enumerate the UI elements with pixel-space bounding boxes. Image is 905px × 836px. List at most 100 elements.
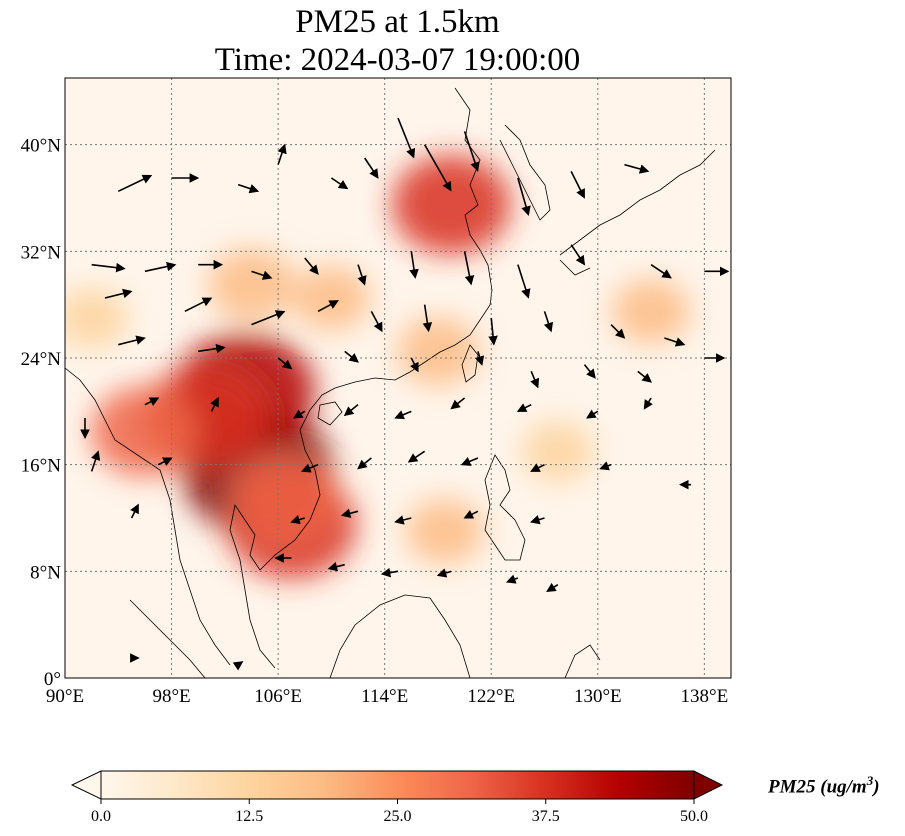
wind-arrow	[370, 310, 383, 333]
wind-arrow	[546, 582, 559, 593]
lat-tick-label: 0°	[44, 669, 61, 690]
wind-arrow	[118, 335, 146, 346]
wind-arrow	[380, 567, 399, 578]
wind-arrow	[277, 357, 293, 370]
wind-arrow	[422, 304, 433, 333]
wind-arrow	[650, 264, 672, 279]
lat-tick-label: 16°N	[21, 456, 62, 477]
lon-tick-label: 106°E	[254, 686, 302, 707]
wind-arrow	[530, 371, 540, 389]
coast-hainan	[317, 401, 343, 426]
colorbar-label: PM25 (ug/m3)	[768, 773, 880, 798]
wind-arrow	[517, 177, 531, 216]
wind-arrow	[330, 177, 349, 190]
wind-arrow	[91, 262, 126, 273]
colorbar-label-close: )	[873, 776, 880, 798]
wind-arrow	[343, 404, 359, 417]
wind-arrow	[583, 364, 596, 379]
wind-arrow	[407, 450, 426, 463]
wind-arrow	[198, 343, 226, 354]
wind-arrow	[210, 396, 219, 412]
wind-arrow	[357, 264, 367, 286]
wind-arrow	[599, 461, 612, 471]
lon-tick-label: 138°E	[681, 686, 729, 707]
wind-vectors	[80, 117, 730, 671]
wind-arrow	[463, 509, 479, 519]
wind-arrow	[610, 324, 626, 339]
pm25-hotspot	[396, 317, 479, 386]
coast-sumatra	[129, 599, 206, 678]
wind-arrow	[488, 317, 498, 346]
coast-taiwan	[461, 344, 479, 383]
coast-east-china	[321, 87, 493, 396]
wind-arrow	[104, 288, 133, 299]
wind-arrow	[409, 357, 419, 373]
wind-arrow	[340, 508, 359, 518]
wind-arrow	[409, 251, 419, 279]
lon-ticks: 90°E 98°E 106°E 114°E 122°E 130°E 138°E	[46, 686, 728, 707]
wind-arrow	[293, 409, 306, 419]
lon-tick-label: 98°E	[152, 686, 190, 707]
map-title-line1: PM25 at 1.5km	[295, 4, 500, 40]
wind-arrow	[394, 410, 412, 420]
coast-indochina	[229, 394, 323, 669]
wind-arrow	[304, 257, 319, 275]
wind-arrow	[637, 370, 653, 383]
map-frame	[64, 77, 732, 679]
lon-tick-label: 114°E	[361, 686, 408, 707]
wind-arrow	[570, 170, 585, 199]
wind-arrow	[277, 143, 287, 165]
wind-arrow	[463, 131, 480, 172]
coast-philippines	[484, 454, 526, 561]
wind-arrow	[436, 568, 452, 578]
wind-arrow	[301, 463, 319, 473]
wind-arrow	[327, 561, 345, 572]
lon-tick-label: 90°E	[46, 686, 84, 707]
wind-arrow	[516, 403, 532, 412]
wind-arrow	[463, 251, 475, 286]
lat-tick-label: 24°N	[21, 349, 62, 370]
wind-arrow	[664, 337, 686, 347]
wind-arrow	[251, 310, 286, 326]
wind-arrow	[570, 244, 586, 266]
wind-arrow	[529, 515, 545, 525]
wind-arrow	[423, 144, 452, 192]
pm25-field	[65, 155, 690, 579]
wind-arrow	[157, 457, 173, 467]
coast-borneo	[329, 594, 471, 678]
pm25-hotspot	[65, 287, 129, 349]
wind-arrow	[530, 463, 545, 472]
pm25-hotspot	[90, 386, 199, 477]
wind-arrow	[624, 163, 650, 174]
wind-arrow	[357, 457, 372, 470]
wind-arrow	[517, 264, 531, 299]
wind-arrow	[317, 300, 339, 313]
wind-arrow	[117, 174, 153, 193]
map-title-line2: Time: 2024-03-07 19:00:00	[214, 42, 581, 78]
pm25-hotspot	[612, 278, 690, 344]
wind-arrow	[586, 409, 599, 419]
pm25-hotspot	[391, 155, 511, 255]
wind-arrow	[643, 397, 653, 410]
wind-arrow	[505, 574, 519, 584]
colorbar-label-main: PM25 (ug/m	[768, 776, 867, 798]
wind-arrow	[543, 311, 554, 333]
wind-arrow	[397, 117, 416, 159]
coast-new-guinea	[564, 644, 601, 678]
coastlines	[65, 87, 716, 678]
wind-arrow	[130, 503, 139, 519]
wind-arrow	[364, 157, 379, 179]
wind-arrow	[144, 261, 177, 273]
wind-arrow	[344, 350, 359, 363]
wind-arrow	[460, 456, 479, 466]
pm25-hotspot	[521, 420, 595, 482]
wind-arrow	[450, 397, 466, 410]
pm25-hotspot	[405, 498, 484, 564]
coast-myanmar	[65, 367, 231, 666]
lat-ticks: 0° 8°N 16°N 24°N 32°N 40°N	[21, 136, 62, 690]
wind-arrow	[90, 450, 101, 472]
coast-japan	[559, 149, 716, 276]
wind-arrow	[394, 515, 412, 525]
wind-arrow	[232, 661, 244, 671]
